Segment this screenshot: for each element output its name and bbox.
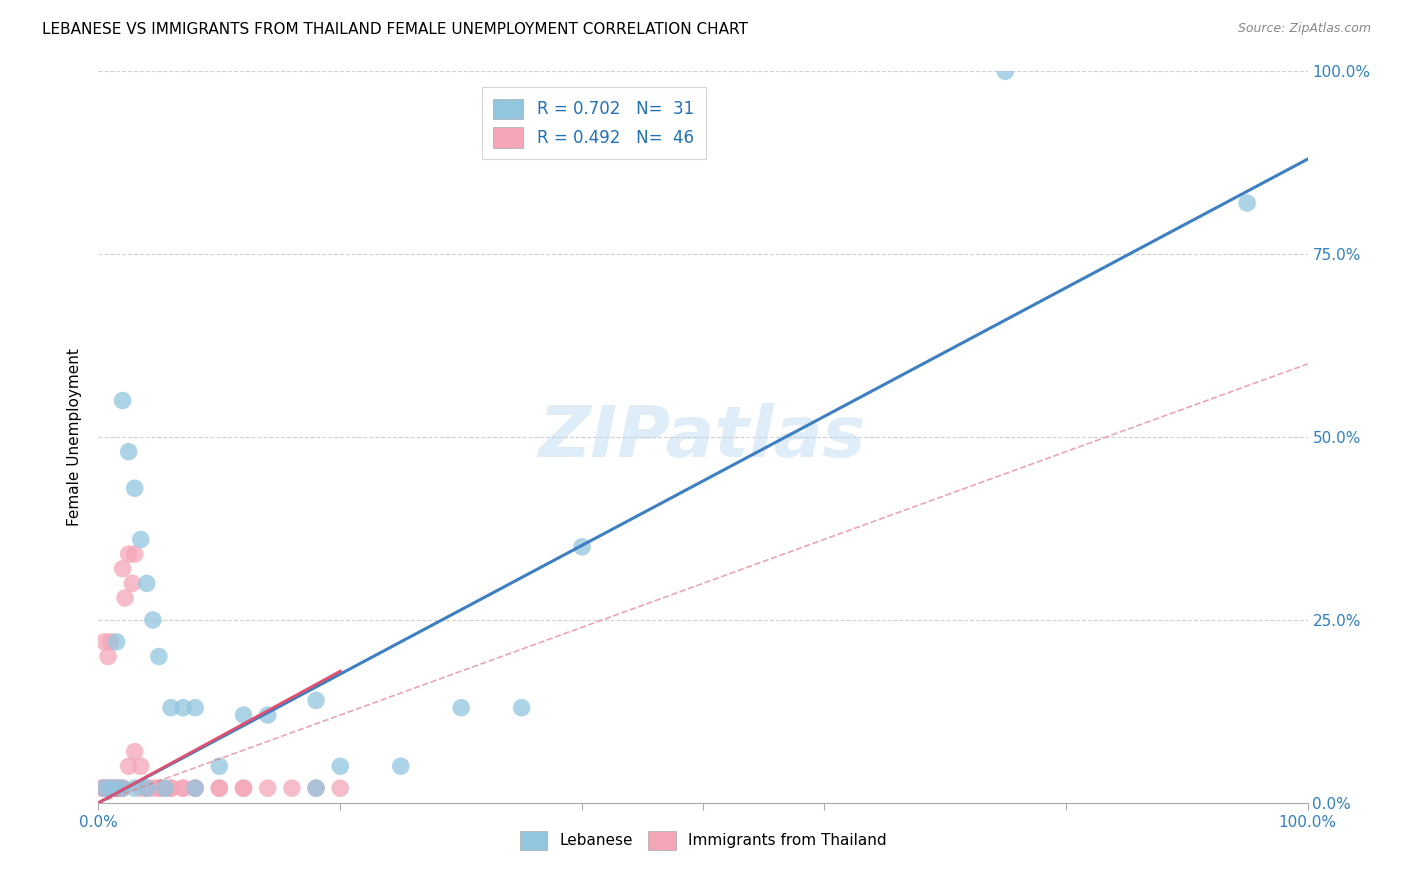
Point [93,781,115,796]
Point [135,781,157,796]
Point [111,781,134,796]
Point [124,547,146,561]
Point [232,781,254,796]
Point [305,693,328,707]
Point [100,635,122,649]
Point [105,781,128,796]
Point [148,649,170,664]
Point [105,635,128,649]
Point [100,781,122,796]
Point [142,613,165,627]
Point [105,781,128,796]
Point [256,781,278,796]
Point [135,576,157,591]
Point [111,781,134,796]
Point [160,781,183,796]
Point [305,781,328,796]
Point [111,562,134,576]
Text: ZIPatlas: ZIPatlas [540,402,866,472]
Point [305,781,328,796]
Point [208,781,231,796]
Point [172,700,194,714]
Point [93,781,115,796]
Point [124,481,146,495]
Point [111,393,134,408]
Point [256,708,278,723]
Point [97,649,120,664]
Point [93,781,115,796]
Point [148,781,170,796]
Point [329,781,352,796]
Point [118,444,141,458]
Point [184,781,207,796]
Point [232,781,254,796]
Text: LEBANESE VS IMMIGRANTS FROM THAILAND FEMALE UNEMPLOYMENT CORRELATION CHART: LEBANESE VS IMMIGRANTS FROM THAILAND FEM… [42,22,748,37]
Point [232,708,254,723]
Point [450,700,472,714]
Point [208,759,231,773]
Point [111,781,134,796]
Point [184,781,207,796]
Point [100,781,122,796]
Point [329,759,352,773]
Point [153,781,176,796]
Point [148,781,170,796]
Point [994,64,1017,78]
Point [142,781,165,796]
Point [124,781,146,796]
Point [114,591,136,605]
Point [129,781,152,796]
Point [118,759,141,773]
Point [389,759,412,773]
Point [172,781,194,796]
Legend: Lebanese, Immigrants from Thailand: Lebanese, Immigrants from Thailand [512,823,894,857]
Point [281,781,304,796]
Point [91,781,114,796]
Point [160,700,183,714]
Point [100,781,122,796]
Point [118,547,141,561]
Text: Source: ZipAtlas.com: Source: ZipAtlas.com [1237,22,1371,36]
Point [108,781,131,796]
Point [160,781,183,796]
Point [153,781,176,796]
Point [571,540,593,554]
Point [96,781,118,796]
Point [124,745,146,759]
Point [135,781,157,796]
Y-axis label: Female Unemployment: Female Unemployment [67,348,83,526]
Point [129,759,152,773]
Point [208,781,231,796]
Point [184,781,207,796]
Point [101,781,124,796]
Point [91,781,114,796]
Point [172,781,194,796]
Point [1236,196,1258,211]
Point [510,700,533,714]
Point [129,533,152,547]
Point [105,781,128,796]
Point [184,700,207,714]
Point [121,576,143,591]
Point [93,635,115,649]
Point [135,781,157,796]
Point [101,781,124,796]
